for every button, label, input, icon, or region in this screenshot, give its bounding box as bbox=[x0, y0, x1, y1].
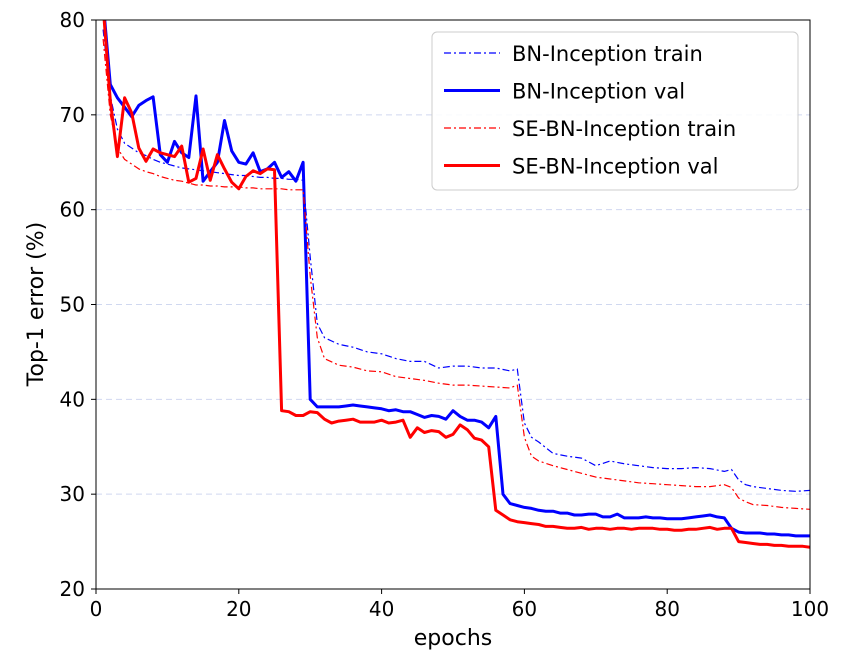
y-tick-label: 20 bbox=[60, 577, 85, 601]
x-tick-label: 0 bbox=[90, 597, 103, 621]
legend: BN-Inception train BN-Inception val SE-BN-… bbox=[431, 31, 799, 191]
series-lines bbox=[102, 20, 810, 549]
series-line-2 bbox=[102, 38, 810, 510]
x-tick-label: 20 bbox=[226, 597, 251, 621]
y-axis-label: Top-1 error (%) bbox=[24, 222, 49, 387]
legend-label: BN-Inception val bbox=[512, 80, 685, 104]
y-tick-label: 30 bbox=[60, 482, 85, 506]
y-tick-label: 60 bbox=[60, 198, 85, 222]
x-tick-label: 40 bbox=[369, 597, 394, 621]
y-tick-label: 50 bbox=[60, 293, 85, 317]
y-tick-label: 70 bbox=[60, 103, 85, 127]
x-tick-label: 60 bbox=[512, 597, 537, 621]
y-tick-label: 80 bbox=[60, 8, 85, 32]
legend-box bbox=[431, 31, 799, 191]
x-axis-label: epochs bbox=[414, 626, 492, 651]
x-tick-label: 100 bbox=[791, 597, 829, 621]
series-line-3 bbox=[102, 20, 810, 549]
series-line-1 bbox=[103, 20, 810, 538]
x-tick-label: 80 bbox=[654, 597, 679, 621]
legend-label: SE-BN-Inception train bbox=[512, 117, 736, 141]
y-tick-label: 40 bbox=[60, 387, 85, 411]
legend-label: BN-Inception train bbox=[512, 42, 703, 66]
legend-label: SE-BN-Inception val bbox=[512, 155, 718, 179]
